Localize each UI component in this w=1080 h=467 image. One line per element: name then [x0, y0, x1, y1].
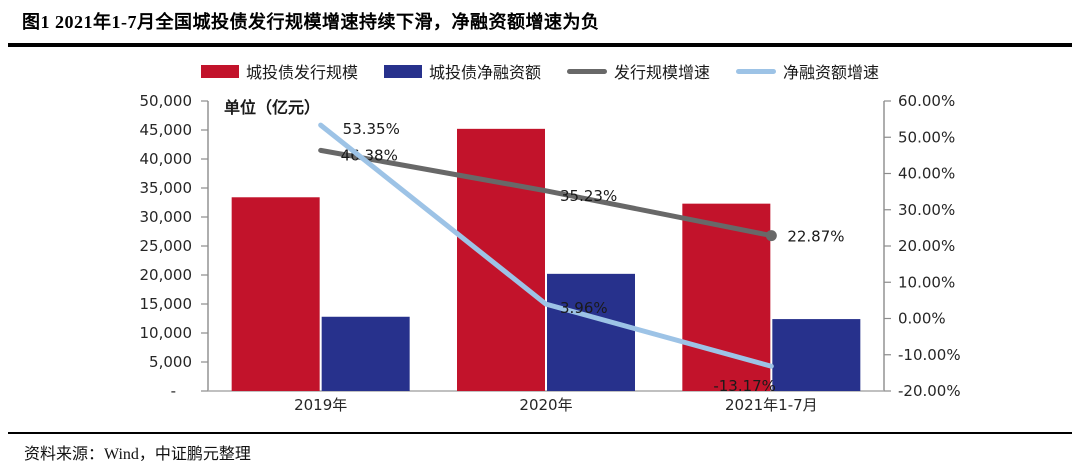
data-point-label: 22.87%: [787, 228, 844, 246]
x-axis-category-label: 2020年: [519, 396, 572, 414]
right-axis-tick-label: 0.00%: [898, 310, 946, 328]
legend-label: 城投债净融资额: [428, 63, 541, 82]
left-axis-tick-label: 25,000: [140, 237, 193, 255]
line-netfinancing-growth: [318, 122, 774, 369]
data-point-label: -13.17%: [713, 377, 776, 395]
source-note: 资料来源：Wind，中证鹏元整理: [24, 446, 251, 463]
legend-label: 发行规模增速: [614, 63, 711, 82]
legend-item[interactable]: 净融资额增速: [736, 59, 879, 83]
left-axis-tick-label: 20,000: [140, 266, 193, 284]
data-point-label: 53.35%: [343, 120, 400, 138]
bar-issuance-2019年: [231, 197, 320, 391]
right-axis-tick-label: 60.00%: [898, 92, 955, 110]
line-end-marker: [765, 230, 777, 242]
left-axis-tick-label: 50,000: [140, 92, 193, 110]
bar-netfinancing-2020年: [547, 273, 635, 391]
legend-line-swatch-icon: [736, 68, 777, 74]
left-axis-tick-label: 45,000: [140, 121, 193, 139]
right-axis-tick-label: 30.00%: [898, 201, 955, 219]
left-axis-tick-label: 5,000: [149, 353, 192, 371]
right-axis-tick-label: -10.00%: [898, 346, 961, 364]
left-axis-tick-label: 15,000: [140, 295, 193, 313]
left-axis-tick-label: 35,000: [140, 179, 193, 197]
right-axis-tick-label: 50.00%: [898, 128, 955, 146]
combo-chart: 50,000 45,000 40,000 35,000 30,000 25,000 20,0…: [140, 92, 961, 414]
line-issuance-growth: [318, 147, 774, 239]
right-axis-tick-label: 20.00%: [898, 237, 955, 255]
data-point-label: 35.23%: [560, 187, 617, 205]
data-point-label: 3.96%: [560, 299, 608, 317]
title-divider: [8, 43, 1072, 47]
legend-label: 城投债发行规模: [245, 63, 358, 82]
legend-item[interactable]: 城投债净融资额: [383, 59, 541, 83]
legend-item[interactable]: 发行规模增速: [567, 59, 710, 83]
x-axis-category-label: 2021年1-7月: [725, 396, 818, 414]
left-axis-tick-label: 10,000: [140, 324, 193, 342]
left-axis-tick-label: -: [171, 382, 176, 400]
right-axis-tick-label: -20.00%: [898, 382, 961, 400]
legend-bar-swatch-icon: [200, 64, 239, 78]
right-axis-tick-label: 10.00%: [898, 273, 955, 291]
left-axis-tick-label: 40,000: [140, 150, 193, 168]
unit-label: 单位（亿元）: [224, 98, 320, 117]
x-axis-category-label: 2019年: [294, 396, 347, 414]
legend-item[interactable]: 城投债发行规模: [200, 59, 358, 83]
bar-netfinancing-2021年1-7月: [772, 319, 861, 391]
legend-label: 净融资额增速: [783, 63, 880, 82]
legend-line-swatch-icon: [567, 68, 607, 74]
legend-bar-swatch-icon: [383, 64, 422, 78]
bar-netfinancing-2019年: [321, 316, 410, 391]
chart-legend: 城投债发行规模 城投债净融资额 发行规模增速 净融资额增速: [0, 59, 1080, 83]
left-axis-tick-label: 30,000: [140, 208, 193, 226]
figure-title: 图1 2021年1-7月全国城投债发行规模增速持续下滑，净融资额增速为负: [22, 12, 600, 32]
right-axis-tick-label: 40.00%: [898, 165, 955, 183]
footer-divider: [8, 432, 1072, 434]
bar-issuance-2020年: [457, 128, 545, 391]
